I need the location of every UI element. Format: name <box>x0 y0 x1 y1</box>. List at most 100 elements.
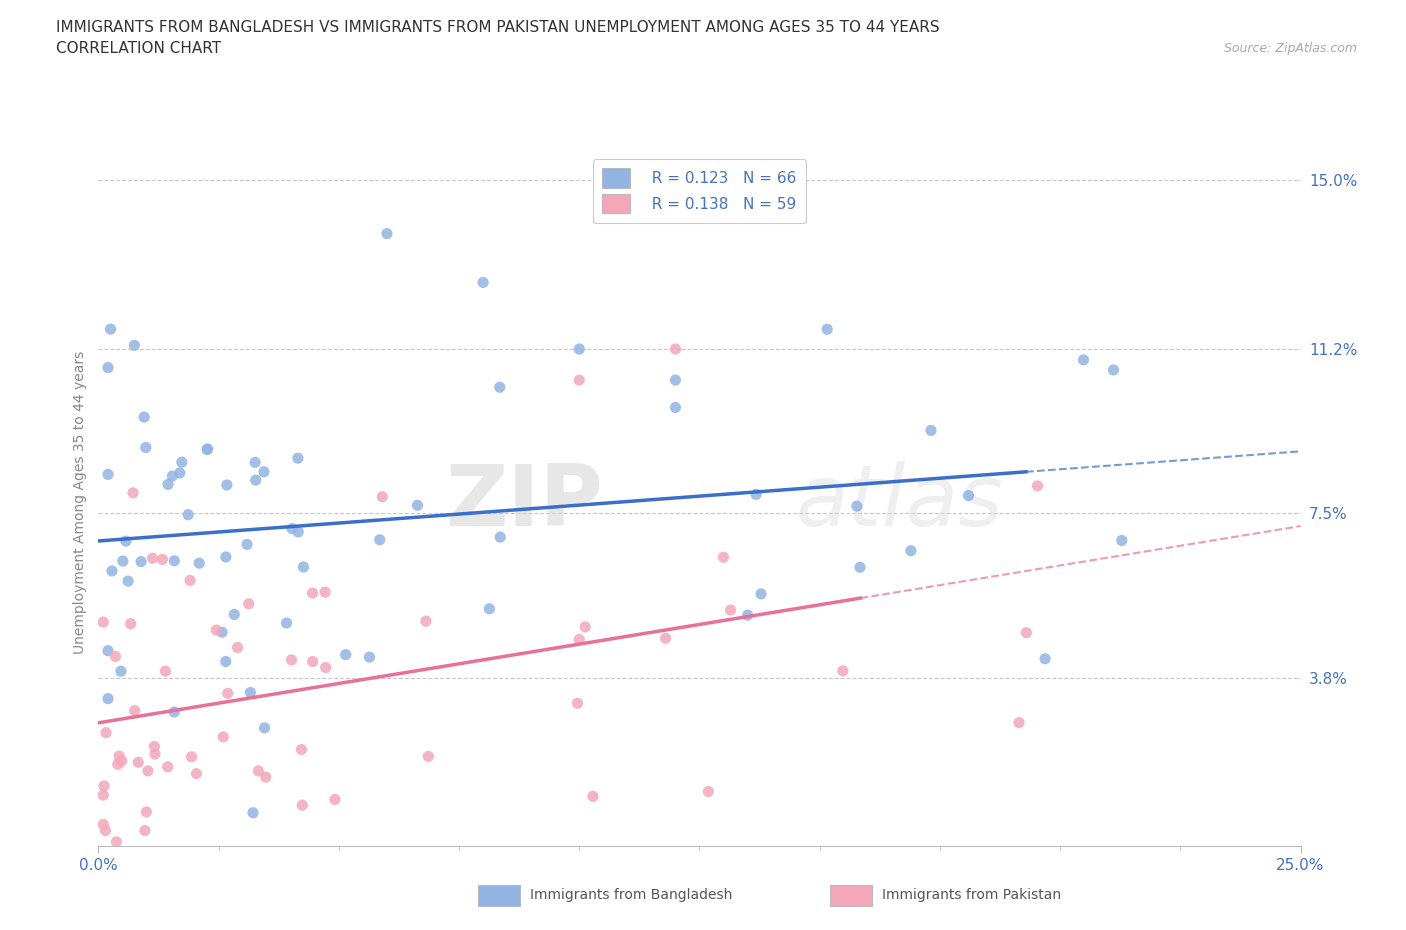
Point <box>1073 352 1095 367</box>
Point <box>280 653 302 668</box>
Point <box>243 455 266 470</box>
Point <box>406 498 429 512</box>
Point <box>375 226 398 241</box>
Point <box>568 373 591 388</box>
Point <box>849 560 872 575</box>
Point <box>247 764 270 778</box>
Point <box>737 607 759 622</box>
Point <box>239 685 262 700</box>
Point <box>143 739 166 754</box>
Text: atlas: atlas <box>796 460 1004 544</box>
Point <box>224 607 246 622</box>
Point <box>359 650 381 665</box>
Point <box>574 619 596 634</box>
Point <box>215 477 238 492</box>
Point <box>170 455 193 470</box>
FancyBboxPatch shape <box>830 884 872 906</box>
Point <box>163 705 186 720</box>
Point <box>110 664 132 679</box>
Point <box>1033 651 1056 666</box>
Point <box>301 586 323 601</box>
Point <box>104 649 127 664</box>
Point <box>290 742 312 757</box>
Point <box>745 487 768 502</box>
Point <box>105 834 128 849</box>
Text: ZIP: ZIP <box>446 460 603 544</box>
Point <box>292 560 315 575</box>
Point <box>287 525 309 539</box>
Point <box>124 338 146 352</box>
Text: Immigrants from Pakistan: Immigrants from Pakistan <box>882 888 1060 902</box>
Point <box>91 615 114 630</box>
Point <box>177 507 200 522</box>
Point <box>253 464 276 479</box>
Point <box>152 552 174 567</box>
Point <box>1015 625 1038 640</box>
Point <box>415 614 437 629</box>
Point <box>195 442 218 457</box>
Point <box>845 498 868 513</box>
Point <box>920 423 942 438</box>
Point <box>368 532 391 547</box>
Point <box>155 664 177 679</box>
Point <box>157 477 180 492</box>
Point <box>291 798 314 813</box>
Point <box>215 550 238 565</box>
Point <box>472 275 495 290</box>
Point <box>1111 533 1133 548</box>
Point <box>371 489 394 504</box>
Point <box>568 341 591 356</box>
Point <box>107 757 129 772</box>
Point <box>315 660 337 675</box>
Point <box>143 747 166 762</box>
Point <box>180 750 202 764</box>
Point <box>135 804 157 819</box>
Point <box>197 442 219 457</box>
Point <box>122 485 145 500</box>
Point <box>97 360 120 375</box>
Point <box>163 553 186 568</box>
Point <box>162 469 184 484</box>
Point <box>217 685 239 700</box>
Point <box>186 766 208 781</box>
Point <box>136 764 159 778</box>
Point <box>314 585 336 600</box>
Point <box>568 632 591 647</box>
Point <box>142 551 165 565</box>
Point <box>567 696 589 711</box>
Point <box>238 596 260 611</box>
Point <box>135 440 157 455</box>
Point <box>115 534 138 549</box>
Point <box>91 817 114 831</box>
Point <box>97 644 120 658</box>
Point <box>134 823 156 838</box>
Point <box>253 721 276 736</box>
Point <box>720 603 742 618</box>
Point <box>91 788 114 803</box>
Point <box>100 322 122 337</box>
Point <box>1102 363 1125 378</box>
Point <box>101 564 124 578</box>
Point <box>254 770 277 785</box>
Point <box>111 753 134 768</box>
Point <box>713 550 735 565</box>
Point <box>749 587 772 602</box>
Point <box>287 451 309 466</box>
Point <box>957 488 980 503</box>
Point <box>117 574 139 589</box>
Point <box>188 556 211 571</box>
Point <box>205 622 228 637</box>
Point <box>664 341 686 356</box>
Point <box>124 703 146 718</box>
Text: CORRELATION CHART: CORRELATION CHART <box>56 41 221 56</box>
Point <box>94 725 117 740</box>
Point <box>93 778 115 793</box>
FancyBboxPatch shape <box>478 884 520 906</box>
Point <box>226 640 249 655</box>
Point <box>900 543 922 558</box>
Point <box>664 400 686 415</box>
Point <box>127 755 149 770</box>
Point <box>242 805 264 820</box>
Point <box>815 322 838 337</box>
Point <box>129 554 152 569</box>
